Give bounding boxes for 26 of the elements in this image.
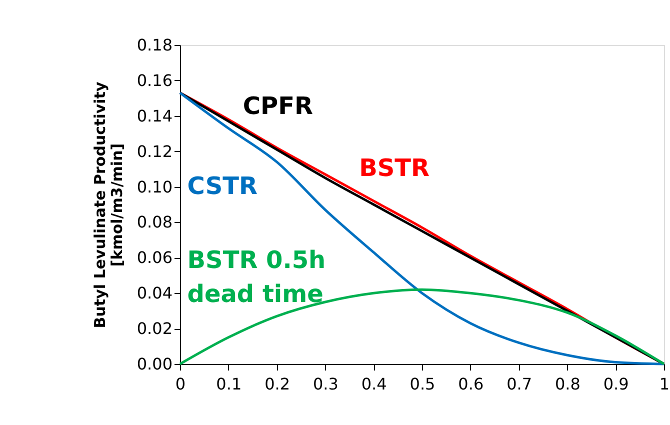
x-tick-label: 0.6 [458, 374, 484, 394]
y-tick-label: 0.04 [136, 284, 172, 303]
x-tick-label: 0.9 [603, 374, 629, 394]
y-tick-label: 0.02 [136, 319, 172, 338]
x-tick-label: 1 [659, 374, 670, 394]
x-tick-label: 0.1 [216, 374, 242, 394]
y-axis-title: Butyl Levulinate Productivity [kmol/m3/min] [90, 82, 126, 328]
x-tick-label: 0.7 [506, 374, 532, 394]
series-label: CSTR [187, 172, 258, 200]
x-tick-label: 0.3 [312, 374, 338, 394]
series-label: BSTR [359, 154, 430, 182]
y-tick-label: 0.16 [136, 70, 172, 90]
y-tick-label: 0.18 [136, 36, 172, 54]
x-tick-label: 0.5 [410, 374, 436, 394]
y-tick-label: 0.10 [136, 177, 172, 196]
y-tick-label: 0.12 [136, 142, 172, 161]
y-tick-label: 0.00 [136, 354, 172, 374]
x-tick-label: 0.8 [554, 374, 580, 394]
y-tick-label: 0.06 [136, 248, 172, 268]
x-tick-label: 0.2 [264, 374, 290, 394]
x-tick-label: 0 [175, 374, 186, 394]
series-label: CPFR [242, 92, 313, 120]
y-tick-label: 0.08 [136, 212, 172, 232]
y-tick-label: 0.14 [136, 106, 172, 126]
x-tick-label: 0.4 [361, 374, 387, 394]
series-label: BSTR 0.5h dead time [187, 246, 326, 308]
